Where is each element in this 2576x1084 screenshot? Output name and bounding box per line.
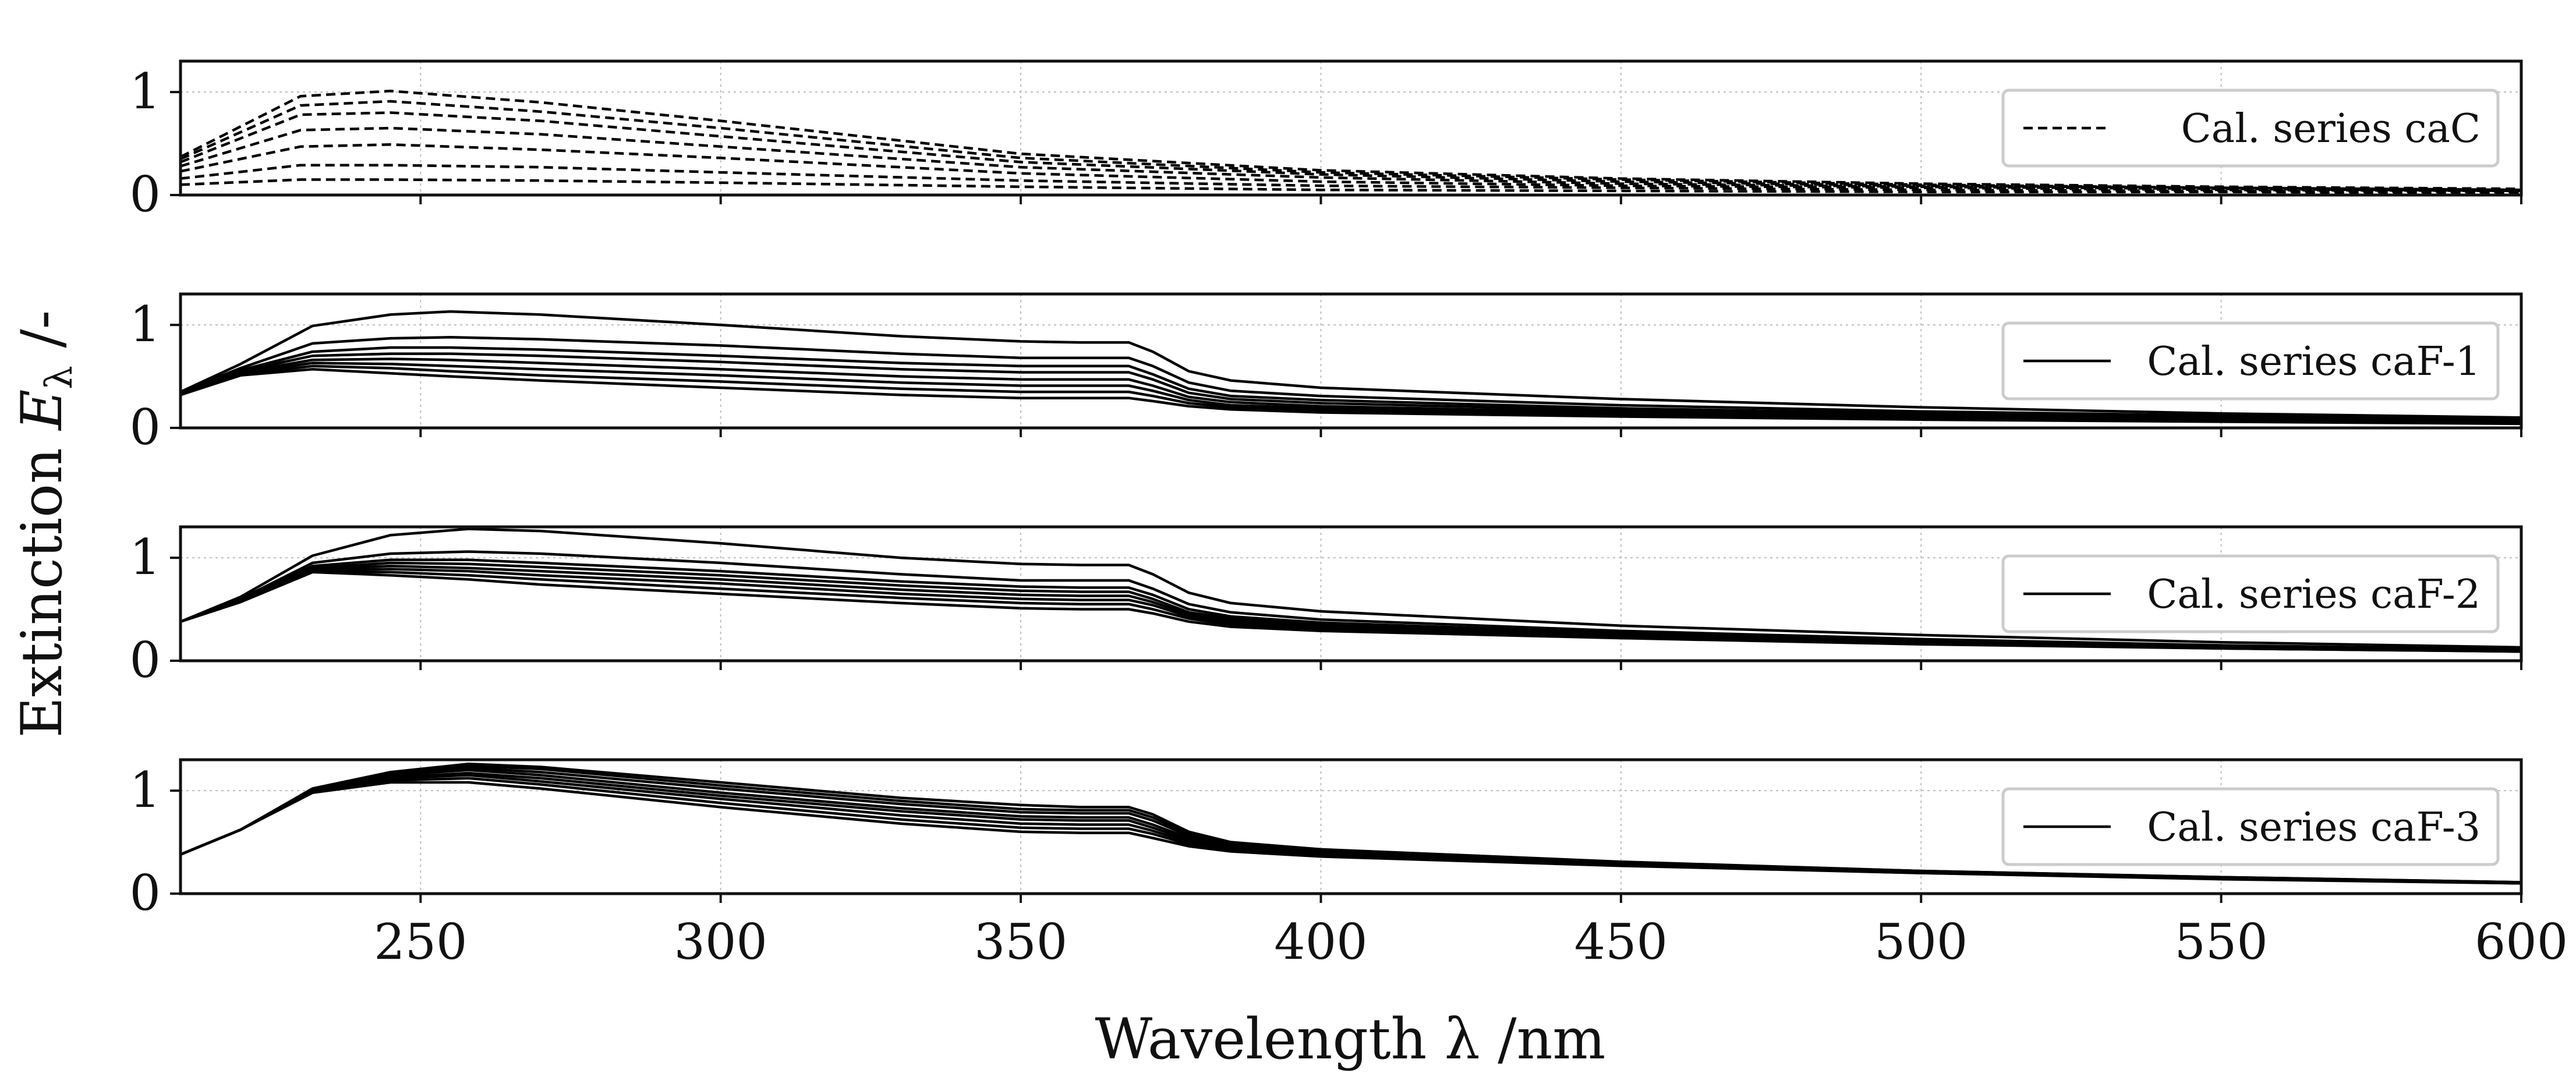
series-line bbox=[181, 310, 2521, 419]
x-tick-label: 350 bbox=[974, 913, 1067, 970]
series-line bbox=[181, 164, 2521, 193]
series-line bbox=[181, 357, 2521, 423]
series-line bbox=[181, 571, 2521, 653]
y-tick-label: 1 bbox=[130, 63, 161, 120]
panel-caC: 0 1 Cal. series caC bbox=[130, 59, 2523, 223]
series-line bbox=[181, 126, 2521, 193]
series-line bbox=[181, 367, 2521, 426]
series-group bbox=[181, 90, 2521, 194]
legend-label: Cal. series caF-3 bbox=[2147, 805, 2481, 851]
legend-label: Cal. series caC bbox=[2181, 106, 2481, 152]
legend: Cal. series caC bbox=[2001, 88, 2500, 168]
x-tick-label: 300 bbox=[674, 913, 767, 970]
x-tick-label: 550 bbox=[2174, 913, 2267, 970]
legend-box bbox=[2001, 321, 2500, 401]
x-tick-label: 500 bbox=[1874, 913, 1968, 970]
series-line bbox=[181, 781, 2521, 885]
series-line bbox=[181, 90, 2521, 190]
x-axis-title: Wavelength λ /nm bbox=[1095, 1007, 1606, 1072]
series-line bbox=[181, 143, 2521, 193]
y-tick-label: 1 bbox=[130, 529, 161, 586]
y-tick-label: 1 bbox=[130, 296, 161, 353]
panel-caF-1: 0 1 Cal. series caF-1 bbox=[130, 292, 2523, 456]
series-group bbox=[181, 527, 2521, 653]
y-axis-title: Extinction Eλ /- bbox=[9, 310, 81, 738]
panel-frame bbox=[179, 525, 2523, 663]
x-tick-label: 450 bbox=[1574, 913, 1668, 970]
panel-caF-3: 0 1 Cal. series caF-3 bbox=[130, 758, 2523, 922]
y-tick-label: 0 bbox=[130, 399, 161, 456]
panel-caF-2: 0 1 Cal. series caF-2 bbox=[130, 525, 2523, 689]
legend: Cal. series caF-1 bbox=[2001, 321, 2500, 401]
series-line bbox=[181, 111, 2521, 192]
panel-frame bbox=[179, 59, 2523, 197]
y-tick-label: 1 bbox=[130, 761, 161, 819]
series-group bbox=[181, 310, 2521, 426]
legend-box bbox=[2001, 554, 2500, 633]
series-line bbox=[181, 346, 2521, 422]
legend: Cal. series caF-2 bbox=[2001, 554, 2500, 633]
legend-label: Cal. series caF-1 bbox=[2147, 339, 2481, 385]
series-group bbox=[181, 762, 2521, 885]
series-line bbox=[181, 178, 2521, 194]
panel-frame bbox=[179, 292, 2523, 430]
y-tick-label: 0 bbox=[130, 632, 161, 689]
series-line bbox=[181, 336, 2521, 421]
legend: Cal. series caF-3 bbox=[2001, 787, 2500, 866]
x-tick-label: 400 bbox=[1274, 913, 1367, 970]
x-tick-label: 250 bbox=[374, 913, 467, 970]
y-tick-label: 0 bbox=[130, 865, 161, 922]
y-tick-label: 0 bbox=[130, 166, 161, 223]
x-tick-label: 600 bbox=[2475, 913, 2568, 970]
legend-label: Cal. series caF-2 bbox=[2147, 572, 2481, 618]
legend-box bbox=[2001, 787, 2500, 866]
series-line bbox=[181, 352, 2521, 422]
series-line bbox=[181, 550, 2521, 651]
legend-box bbox=[2001, 88, 2500, 168]
panel-frame bbox=[179, 758, 2523, 895]
series-line bbox=[181, 527, 2521, 649]
